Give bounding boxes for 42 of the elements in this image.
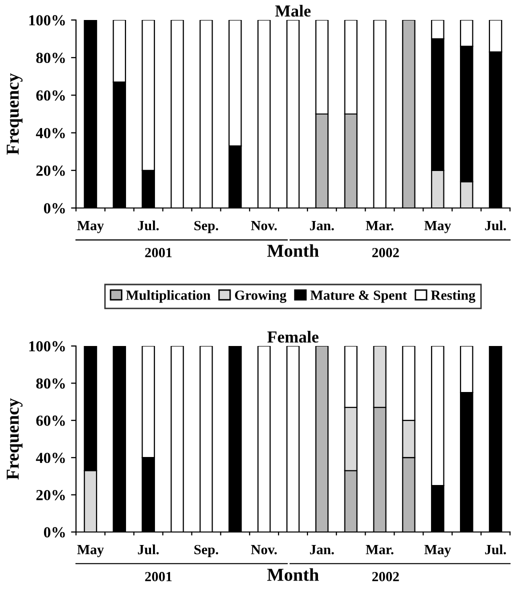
y-tick-label: 20% [36,166,65,176]
x-tick-label: Jul. [485,544,506,554]
text: 2002 [372,572,399,582]
text: 2001 [145,572,172,582]
x-tick-label: Jul. [138,544,159,554]
chart-title: Female [267,330,318,343]
y-tick-label: 80% [36,52,65,64]
x-tick-label: May [424,221,452,234]
text: 2001 [145,248,172,258]
text: 2002 [372,248,399,258]
y-tick-label: 0% [44,203,65,214]
x-tick-label: Jan. [310,545,334,554]
y-tick-label: 60% [36,90,65,101]
x-tick-label: Jul. [138,220,159,230]
legend-label: Resting [430,290,476,303]
x-tick-label: Sep. [194,220,218,234]
x-tick-label: Jan. [310,221,334,230]
y-tick-label: 40% [36,128,65,138]
legend-label: Growing [234,290,286,303]
y-tick-label: 0% [44,527,65,538]
y-tick-label: 100% [29,341,65,352]
y-tick-label: 80% [36,378,65,389]
y-tick-label: 100% [29,15,65,26]
x-tick-label: Mar. [366,221,394,230]
x-tick-label: May [424,545,452,558]
chart-title: Male [275,4,311,17]
x-tick-label: Mar. [366,545,394,554]
x-axis-title: Month [267,244,319,257]
y-axis-title: Frequency [6,73,23,155]
x-tick-label: Nov. [251,545,277,554]
y-tick-label: 20% [36,490,65,500]
legend-label: Multiplication [126,290,210,303]
x-tick-label: May [77,545,104,558]
y-tick-label: 60% [36,416,65,426]
x-tick-label: Sep. [194,544,218,558]
x-axis-title: Month [267,568,319,581]
y-tick-label: 40% [36,452,65,464]
legend-label: Mature & Spent [310,290,408,303]
x-tick-label: May [77,221,104,234]
x-tick-label: Jul. [485,220,506,230]
x-tick-label: Nov. [251,221,277,230]
y-axis-title: Frequency [6,398,23,480]
